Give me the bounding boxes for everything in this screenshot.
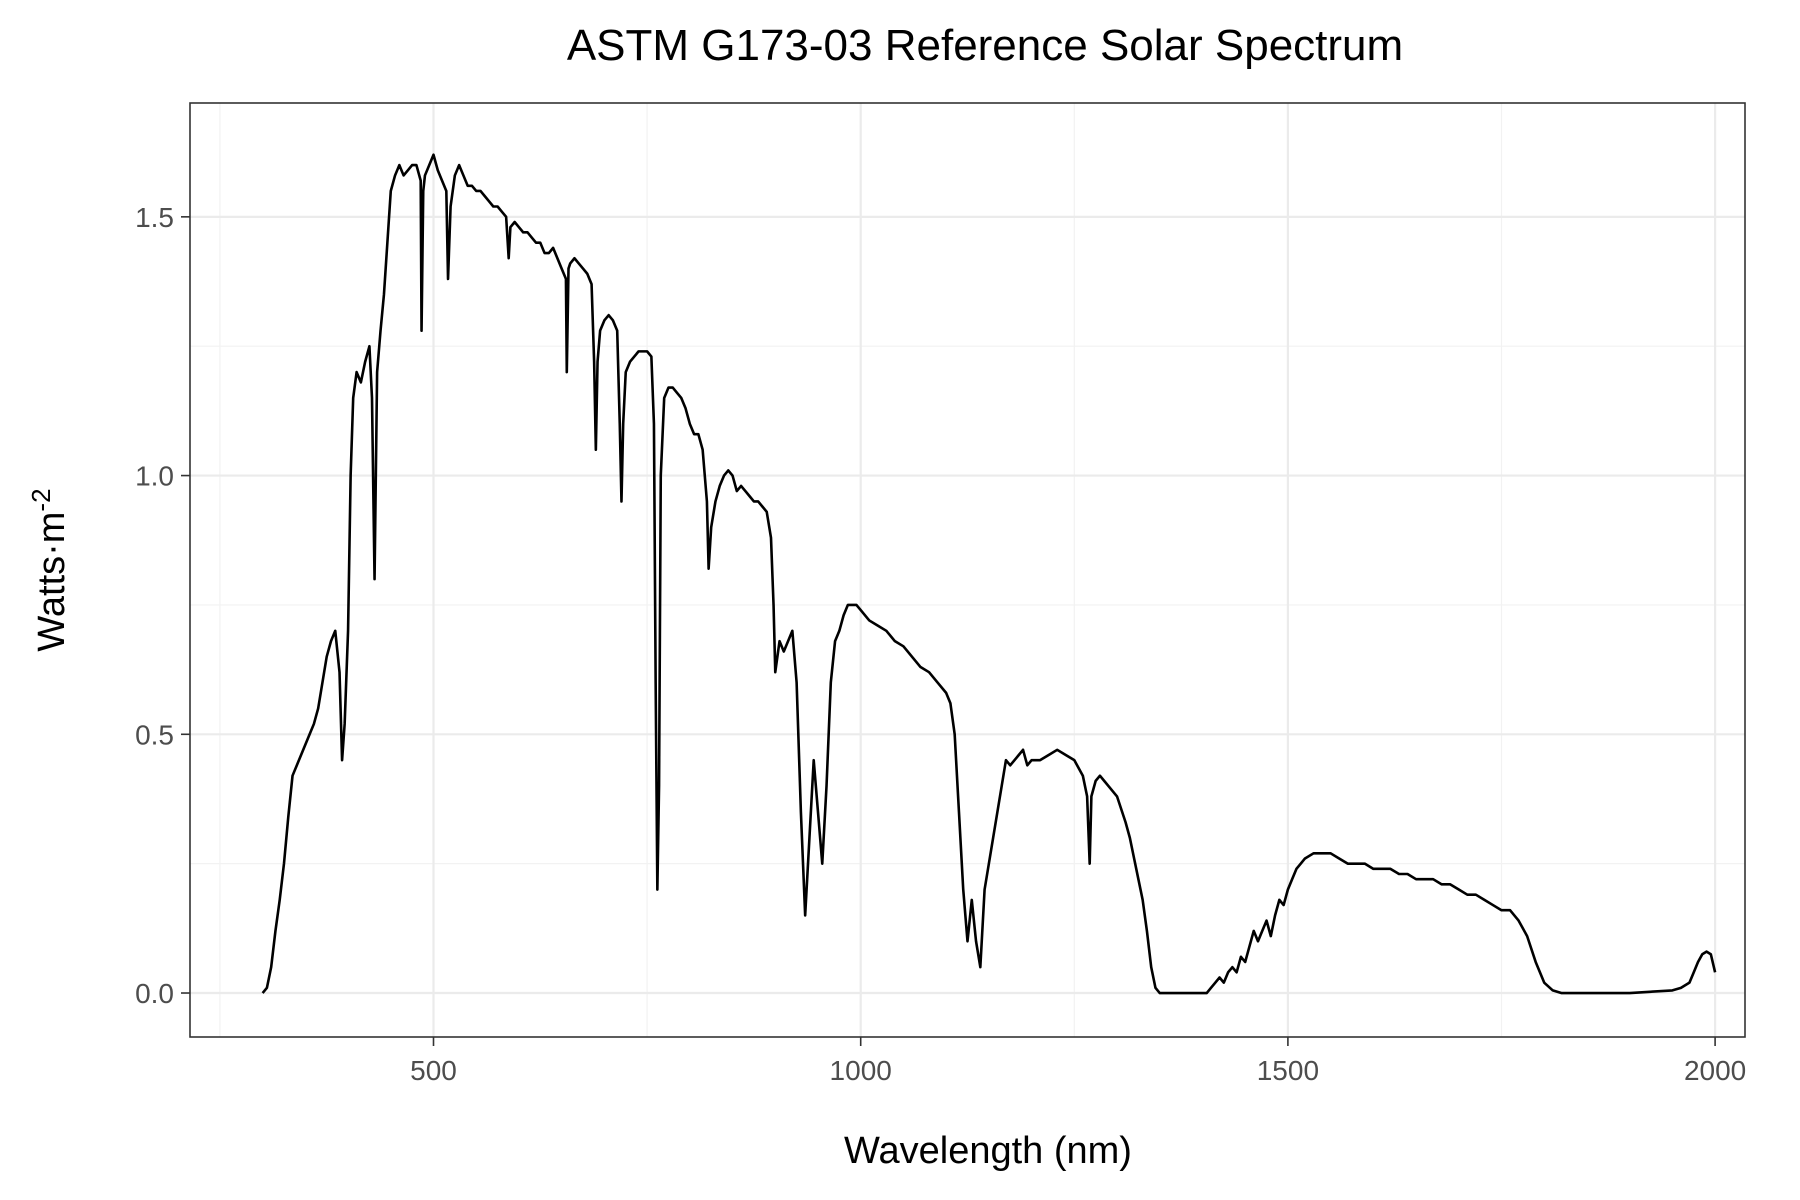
axis-ticks: 500 1000 1500 2000 0.0 0.5 1.0 1.5 [135,202,1746,1086]
plot-panel-border [189,102,1746,1038]
y-axis-title-main: Watts·m [31,512,73,652]
x-axis-title: Wavelength (nm) [844,1130,1132,1172]
y-tick-label: 0.0 [135,978,174,1009]
x-tick-label: 2000 [1684,1055,1746,1086]
y-tick-label: 1.5 [135,202,174,233]
x-tick-label: 500 [410,1055,457,1086]
series-line-spectrum [261,153,1717,995]
x-tick-label: 1000 [830,1055,892,1086]
y-tick-label: 0.5 [135,719,174,750]
y-axis-title-superscript: -2 [26,488,56,511]
y-axis-title: Watts·m-2 [26,488,73,651]
x-tick-label: 1500 [1257,1055,1319,1086]
grid [190,103,1745,1037]
chart-title: ASTM G173-03 Reference Solar Spectrum [567,21,1403,70]
y-tick-label: 1.0 [135,461,174,492]
